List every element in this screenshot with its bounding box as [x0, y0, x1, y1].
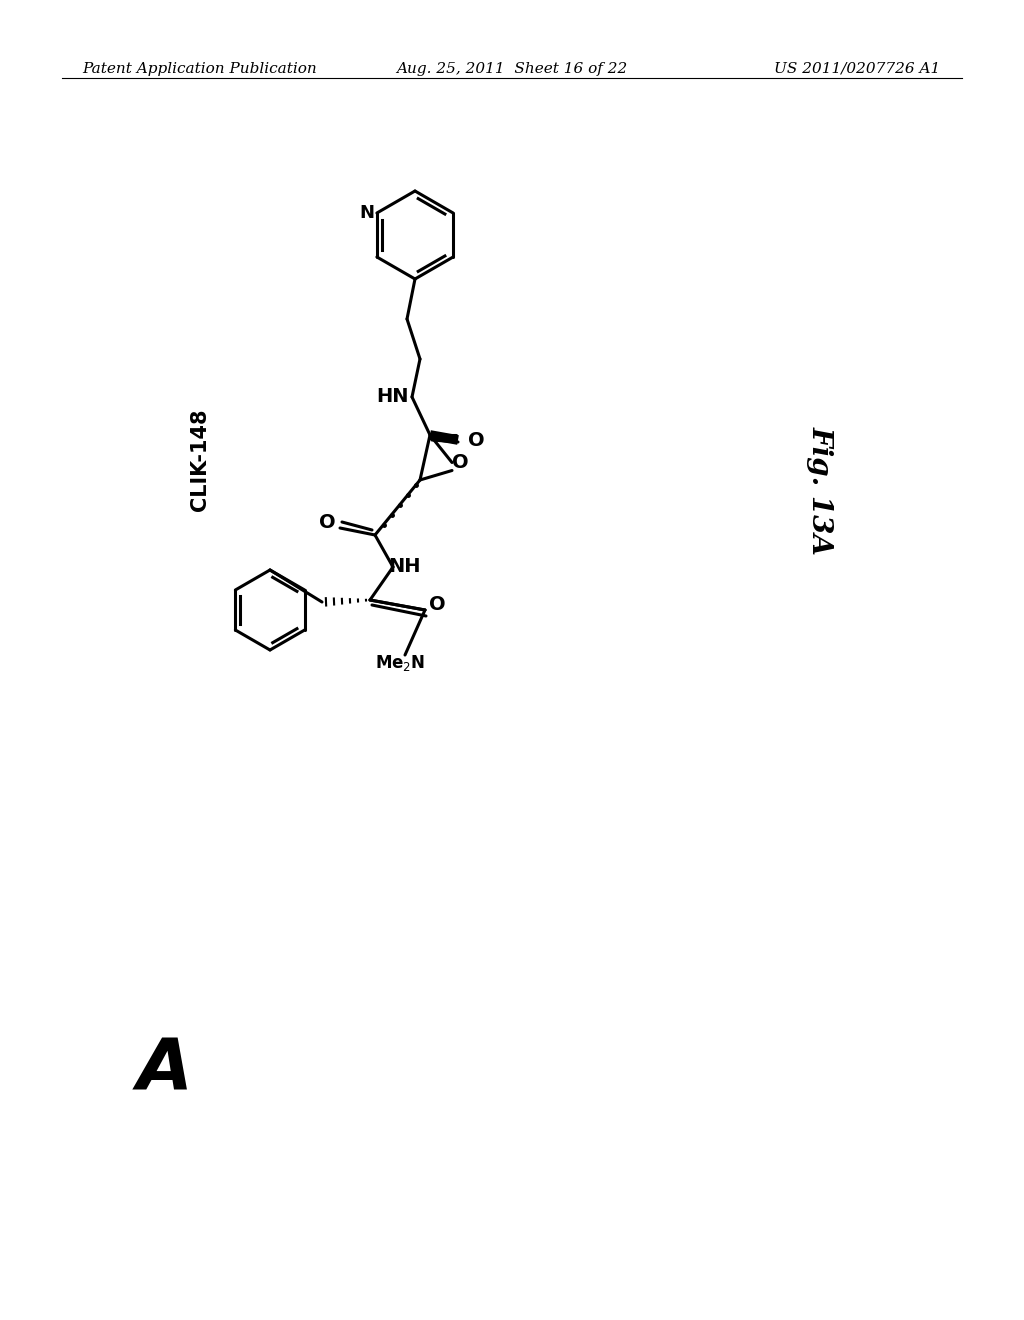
Text: CLIK-148: CLIK-148 [190, 409, 210, 511]
Text: NH: NH [389, 557, 421, 577]
Text: O: O [429, 595, 445, 615]
Text: O: O [468, 430, 484, 450]
Text: Me$_2$N: Me$_2$N [375, 653, 425, 673]
Text: Fig. 13A: Fig. 13A [807, 425, 834, 554]
Text: O: O [318, 513, 335, 532]
Text: Patent Application Publication: Patent Application Publication [82, 62, 316, 77]
Text: HN: HN [376, 388, 409, 407]
Text: Aug. 25, 2011  Sheet 16 of 22: Aug. 25, 2011 Sheet 16 of 22 [396, 62, 628, 77]
Text: A: A [137, 1035, 193, 1105]
Text: O: O [452, 453, 468, 473]
Text: N: N [359, 205, 375, 222]
Text: US 2011/0207726 A1: US 2011/0207726 A1 [774, 62, 940, 77]
